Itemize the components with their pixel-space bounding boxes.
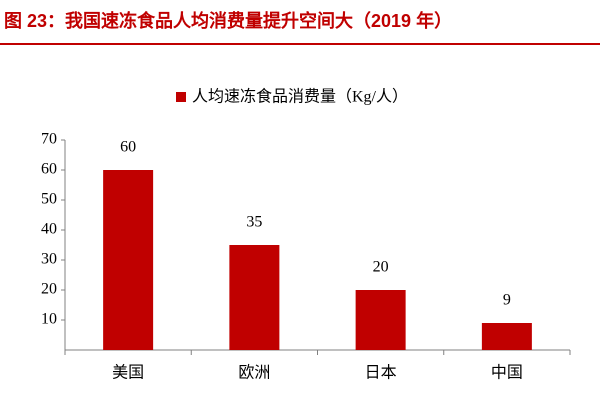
- x-tick-label: 日本: [365, 364, 397, 382]
- legend-swatch: [176, 92, 186, 102]
- data-label: 35: [246, 214, 262, 231]
- y-tick-label: 70: [41, 131, 57, 148]
- bar: [355, 290, 406, 350]
- bar: [229, 245, 280, 350]
- title-rule: [0, 43, 600, 45]
- y-tick-label: 60: [41, 161, 57, 178]
- x-tick-label: 美国: [112, 364, 144, 382]
- x-tick-label: 中国: [491, 364, 523, 382]
- y-tick-label: 50: [41, 191, 57, 208]
- legend-label: 人均速冻食品消费量（Kg/人）: [192, 88, 408, 106]
- y-tick-label: 10: [41, 311, 57, 328]
- x-tick-label: 欧洲: [238, 364, 270, 382]
- y-tick-label: 20: [41, 281, 57, 298]
- y-tick-label: 40: [41, 221, 57, 238]
- data-label: 20: [373, 259, 389, 276]
- y-tick-label: 30: [41, 251, 57, 268]
- data-label: 9: [503, 292, 511, 309]
- bar: [103, 170, 154, 350]
- data-label: 60: [120, 139, 136, 156]
- bar: [481, 323, 532, 350]
- chart-title: 图 23：我国速冻食品人均消费量提升空间大（2019 年）: [4, 10, 452, 31]
